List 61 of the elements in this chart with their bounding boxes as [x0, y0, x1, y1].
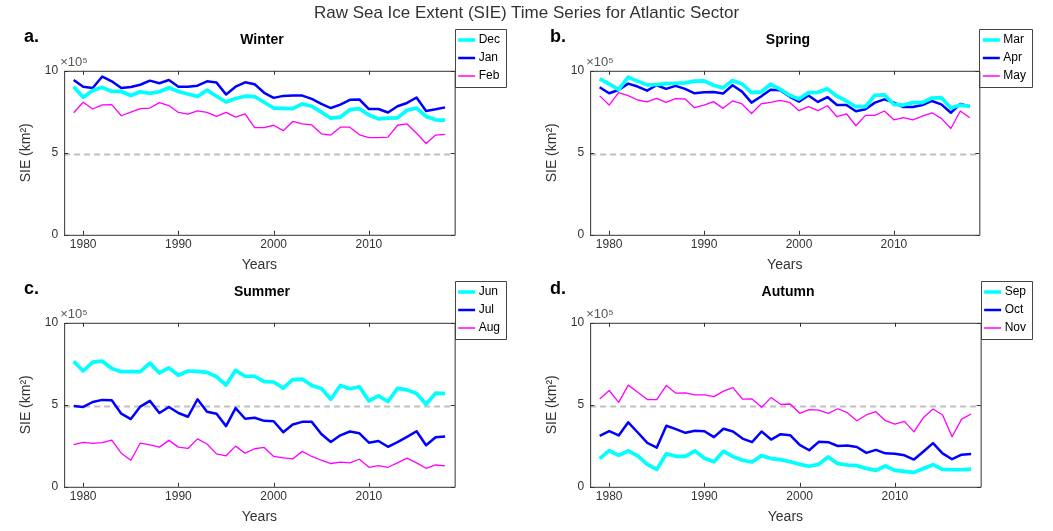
- chart-title: Summer: [233, 283, 291, 300]
- text: ×10⁵: [586, 305, 614, 321]
- text: Raw Sea Ice Extent (SIE) Time Series for Atlantic Sector: [313, 3, 740, 22]
- y-tick-label: 0: [577, 227, 585, 242]
- x-tick-label: 1980: [595, 489, 623, 504]
- y-axis-title: SIE (km²): [17, 375, 34, 435]
- y-axis-title: SIE (km²): [543, 375, 560, 435]
- x-tick-label: 2010: [355, 489, 383, 504]
- y-tick-label: 10: [44, 63, 59, 78]
- text: d.: [550, 278, 566, 299]
- x-tick-label: 1980: [69, 489, 97, 504]
- x-tick-label: 1990: [691, 489, 719, 504]
- y-tick-label: 10: [570, 315, 585, 330]
- x-axis-title: Years: [241, 508, 278, 525]
- text: ×10⁵: [60, 305, 88, 321]
- x-tick-label: 2010: [355, 237, 383, 252]
- legend-label: Apr: [1003, 50, 1023, 65]
- x-tick-label: 1980: [595, 237, 623, 252]
- x-tick-label: 2000: [785, 237, 813, 252]
- legend-label: Oct: [1004, 302, 1024, 317]
- legend-label: Aug: [478, 320, 501, 335]
- x-tick-label: 2000: [786, 489, 814, 504]
- y-tick-label: 5: [51, 397, 59, 412]
- legend-label: Nov: [1004, 320, 1026, 335]
- x-tick-label: 1990: [690, 237, 718, 252]
- x-axis-title: Years: [767, 508, 804, 525]
- y-tick-label: 10: [44, 315, 59, 330]
- legend-label: Dec: [478, 32, 500, 47]
- x-tick-label: 1990: [165, 489, 193, 504]
- x-axis-title: Years: [241, 256, 278, 273]
- text: ×10⁵: [586, 53, 614, 69]
- legend-label: Jul: [478, 302, 494, 317]
- x-axis-title: Years: [767, 256, 803, 273]
- y-axis-title: SIE (km²): [543, 123, 560, 183]
- y-tick-label: 10: [570, 63, 585, 78]
- y-axis-title: SIE (km²): [17, 123, 34, 183]
- chart-title: Winter: [240, 31, 285, 48]
- chart-title: Autumn: [761, 283, 815, 300]
- x-tick-label: 2010: [881, 489, 909, 504]
- legend-label: Feb: [478, 68, 500, 83]
- y-tick-label: 5: [51, 145, 59, 160]
- y-tick-label: 0: [51, 479, 59, 494]
- legend-label: Mar: [1003, 32, 1024, 47]
- chart-title: Spring: [765, 31, 811, 48]
- y-tick-label: 5: [577, 397, 585, 412]
- x-tick-label: 2010: [880, 237, 908, 252]
- legend-label: Sep: [1004, 284, 1027, 299]
- y-tick-label: 5: [577, 145, 585, 160]
- x-tick-label: 2000: [260, 237, 288, 252]
- text: a.: [24, 26, 40, 47]
- legend-label: Jun: [478, 284, 499, 299]
- x-tick-label: 2000: [260, 489, 288, 504]
- y-tick-label: 0: [577, 479, 585, 494]
- legend-label: May: [1003, 68, 1026, 83]
- text: b.: [550, 26, 566, 47]
- x-tick-label: 1980: [69, 237, 97, 252]
- x-tick-label: 1990: [165, 237, 193, 252]
- text: ×10⁵: [60, 53, 88, 69]
- legend-label: Jan: [478, 50, 499, 65]
- text: c.: [24, 278, 40, 299]
- y-tick-label: 0: [51, 227, 59, 242]
